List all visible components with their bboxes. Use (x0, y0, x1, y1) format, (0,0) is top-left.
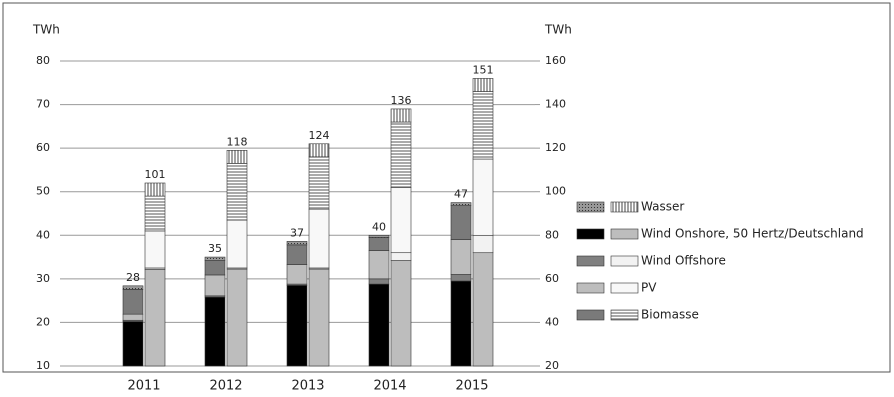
bar-segment (204, 260, 226, 276)
bar-segment (368, 234, 390, 238)
bar-segment (308, 156, 330, 210)
bar-segment (450, 280, 472, 367)
bar-segment (368, 278, 390, 285)
total-label: 47 (454, 188, 468, 201)
bar-segment (122, 313, 144, 321)
bar-segment (368, 250, 390, 280)
bar-segment (144, 182, 166, 197)
bar-segment (286, 285, 308, 367)
bar-segment (390, 260, 412, 367)
bar-segment (308, 208, 330, 269)
y2-tick-label: 120 (545, 141, 566, 154)
bar-segment (308, 268, 330, 367)
total-label: 40 (372, 220, 386, 233)
y-tick-label: 30 (36, 272, 50, 285)
bar-segment (144, 195, 166, 232)
y2-tick-label: 140 (545, 98, 566, 111)
y-tick-label: 10 (36, 359, 50, 372)
legend-swatch (610, 201, 639, 213)
legend-swatch (610, 255, 639, 267)
bar-segment (450, 239, 472, 275)
legend-label: PV (641, 281, 657, 295)
bar-segment (472, 234, 494, 254)
x-tick-label: 2012 (209, 379, 242, 394)
legend-swatch (610, 228, 639, 240)
y2-tick-label: 80 (545, 228, 559, 241)
bar-segment (226, 219, 248, 269)
bar-segment (472, 158, 494, 236)
total-label: 37 (290, 226, 304, 239)
bar-segment (368, 237, 390, 251)
y-tick-label: 60 (36, 141, 50, 154)
bar-segment (204, 296, 226, 367)
bar-segment (286, 241, 308, 246)
y2-tick-label: 40 (545, 315, 559, 328)
y-tick-label: 50 (36, 185, 50, 198)
bar-segment (204, 256, 226, 261)
legend-swatch (576, 201, 605, 213)
bar-segment (286, 264, 308, 285)
legend-label: Wind Onshore, 50 Hertz/Deutschland (641, 227, 864, 241)
total-label: 101 (145, 168, 166, 181)
total-label: 151 (473, 63, 494, 76)
bar-segment (226, 150, 248, 164)
total-label: 118 (227, 135, 248, 148)
bar-segment (286, 244, 308, 265)
bar-segment (144, 230, 166, 269)
total-label: 35 (208, 242, 222, 255)
bar-segment (472, 91, 494, 160)
y2-tick-label: 60 (545, 272, 559, 285)
bar-segment (368, 283, 390, 367)
y-axis-label: TWh (32, 23, 60, 37)
y2-axis-label: TWh (544, 23, 572, 37)
y2-tick-label: 100 (545, 185, 566, 198)
bar-segment (390, 121, 412, 188)
bar-segment (450, 205, 472, 240)
y2-tick-label: 20 (545, 359, 559, 372)
legend-label: Wasser (641, 200, 684, 214)
total-label: 124 (309, 129, 330, 142)
legend-swatch (610, 309, 639, 321)
bar-segment (122, 321, 144, 367)
bar-segment (226, 163, 248, 221)
bar-segment (226, 268, 248, 367)
bar-segment (308, 143, 330, 158)
legend-swatch (576, 255, 605, 267)
legend-label: Wind Offshore (641, 254, 726, 268)
bar-segment (450, 274, 472, 282)
x-tick-label: 2011 (127, 379, 160, 394)
x-tick-label: 2015 (455, 379, 488, 394)
y-tick-label: 40 (36, 228, 50, 241)
x-tick-label: 2013 (291, 379, 324, 394)
bar-segment (122, 289, 144, 315)
total-label: 136 (391, 94, 412, 107)
legend-swatch (576, 228, 605, 240)
total-label: 28 (126, 271, 140, 284)
bar-segment (144, 268, 166, 367)
y2-tick-label: 160 (545, 54, 566, 67)
y-tick-label: 20 (36, 315, 50, 328)
bar-segment (390, 108, 412, 123)
bar-segment (450, 202, 472, 206)
y-tick-label: 70 (36, 98, 50, 111)
x-tick-label: 2014 (373, 379, 406, 394)
legend-swatch (610, 282, 639, 294)
legend-swatch (576, 282, 605, 294)
bar-segment (472, 78, 494, 92)
bar-segment (472, 252, 494, 367)
bar-segment (390, 187, 412, 254)
y-tick-label: 80 (36, 54, 50, 67)
bar-segment (204, 274, 226, 297)
bar-segment (390, 252, 412, 261)
legend-label: Biomasse (641, 308, 699, 322)
bar-segment (122, 285, 144, 290)
legend-swatch (576, 309, 605, 321)
